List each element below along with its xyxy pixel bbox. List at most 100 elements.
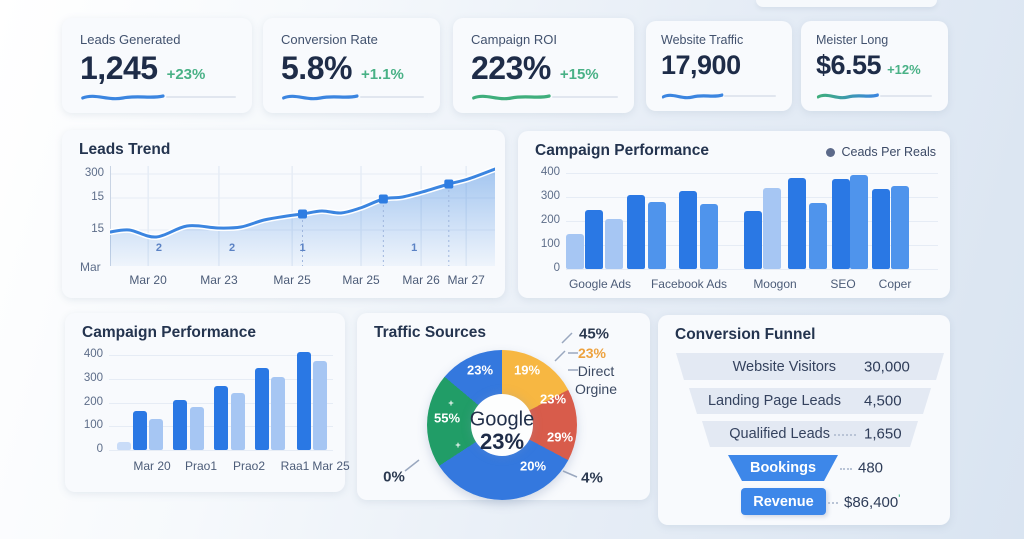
gridline	[109, 379, 333, 380]
bar-light	[149, 418, 163, 450]
y-axis-tick-label: 200	[83, 396, 103, 408]
campaign-performance-bottom-card: Campaign Performance 400 300 200 100 0 Mar 20…	[65, 313, 350, 492]
sparkline-baseline	[359, 96, 424, 98]
kpi-sparkline	[471, 91, 618, 103]
funnel-stage-shape	[676, 353, 944, 380]
funnel-stage-value: 30,000	[864, 358, 910, 375]
funnel-stage-value: 480	[858, 459, 884, 477]
kpi-title: Leads Generated	[80, 32, 181, 47]
y-axis-tick-label: 400	[540, 166, 560, 178]
x-axis-tick-label: Mar 25	[312, 459, 350, 473]
bar-med	[891, 185, 909, 269]
x-axis-tick-label: Mar 20	[129, 273, 167, 287]
sparkline-wave	[661, 93, 724, 100]
leader-dots	[828, 501, 838, 504]
chart-title: Campaign Performance	[535, 142, 709, 159]
kpi-sparkline	[661, 90, 776, 102]
gridline	[109, 355, 333, 356]
campaign-top-plot: 400 300 200 100 0 Google Ads Facebook Ads Moogo…	[518, 131, 950, 298]
y-axis-tick-label: 15	[91, 191, 104, 203]
y-axis-tick-label: 400	[83, 348, 103, 360]
kpi-value: 223%	[471, 50, 551, 86]
partial-card-edge	[756, 0, 937, 7]
kpi-delta: +15%	[559, 66, 599, 83]
traffic-sources-plot: Google 23% 23% 19% 23% 29% 20% 55% + +45% 23% Direc…	[357, 313, 650, 500]
sparkline-baseline	[724, 95, 776, 97]
kpi-value: 17,900	[661, 50, 741, 80]
bar-light	[190, 406, 204, 450]
data-point-marker	[378, 194, 388, 204]
kpi-title: Campaign ROI	[471, 32, 557, 47]
area-chart-svg	[107, 166, 498, 266]
x-axis-tick-label: Mar 27	[447, 273, 485, 287]
y-axis-corner-label: Mar	[80, 260, 101, 274]
kpi-sparkline	[281, 91, 424, 103]
funnel-stage: Landing Page Leads 4,500	[658, 388, 950, 414]
bar-light	[313, 361, 327, 450]
sparkline-wave	[472, 94, 551, 101]
conversion-funnel-plot: Website Visitors 30,000 Landing Page Leads…	[658, 315, 950, 525]
legend-item[interactable]: Ceads Per Reals	[825, 145, 937, 159]
callout-label: Orgine	[574, 381, 618, 397]
kpi-delta: +23%	[166, 66, 206, 83]
y-axis-tick-label: 0	[553, 262, 560, 274]
bar-dark	[173, 399, 187, 450]
kpi-card-campaign-roi: Campaign ROI 223% +15%	[453, 18, 634, 113]
data-point-marker	[444, 179, 454, 189]
y-axis-tick-label: 300	[540, 190, 560, 202]
bar-dark	[788, 177, 806, 269]
point-label: 2	[155, 242, 162, 254]
bar-light	[763, 187, 781, 269]
x-axis-tick-label: Coper	[878, 277, 912, 291]
bar-light	[566, 234, 584, 269]
x-axis-tick-label: Mar 26	[402, 273, 440, 287]
x-axis-tick-label: Mar 20	[133, 459, 171, 473]
kpi-delta: +12%	[887, 62, 921, 77]
funnel-stage-shape	[728, 455, 838, 481]
x-axis-tick-label: Prao2	[232, 459, 266, 473]
leads-trend-plot: 2 2 1 1	[107, 166, 498, 266]
legend-label: Ceads Per Reals	[841, 145, 937, 159]
x-axis-tick-label: Facebook Ads	[650, 277, 728, 291]
slice-label: 55%	[433, 410, 461, 426]
x-axis-tick-label: Mar 25	[342, 273, 380, 287]
sparkle-icon: +	[448, 398, 454, 408]
y-axis-tick-label: 15	[91, 223, 104, 235]
bar-med	[648, 201, 666, 269]
kpi-card-conversion-rate: Conversion Rate 5.8% +1.1%	[263, 18, 440, 113]
funnel-stage-shape	[702, 421, 918, 447]
funnel-stage-value: $86,400'	[844, 492, 901, 511]
kpi-card-website-traffic: Website Traffic 17,900	[646, 21, 792, 111]
gridline	[566, 197, 938, 198]
funnel-stage-value: 1,650	[864, 425, 902, 443]
kpi-delta: +1.1%	[360, 66, 404, 83]
x-axis-tick-label: Prao1	[184, 459, 218, 473]
kpi-value: 5.8%	[281, 50, 352, 86]
bar-dark	[872, 188, 890, 269]
sparkline-baseline	[165, 96, 236, 98]
sparkline-baseline	[551, 96, 618, 98]
x-axis-tick-label: Moogon	[753, 277, 797, 291]
sparkline-baseline	[879, 95, 932, 97]
slice-label: 23%	[466, 362, 494, 378]
donut-center-value: 23%	[479, 429, 525, 454]
callout-label: 23%	[577, 345, 607, 361]
gridline	[566, 269, 938, 270]
slice-label: 23%	[539, 391, 567, 407]
callout-label: Direct	[577, 363, 615, 379]
leads-trend-card: Leads Trend 2 2 1 1 300 15 15 Mar Mar 20 Mar 23 M…	[62, 130, 505, 298]
slice-label: 29%	[546, 429, 574, 445]
data-point-marker	[298, 209, 307, 219]
kpi-value: 1,245	[80, 50, 158, 86]
traffic-sources-card: Traffic Sources Google 23% 23% 19% 23% 29% 20%…	[357, 313, 650, 500]
x-axis-tick-label: Google Ads	[568, 277, 632, 291]
donut-center-label: Google	[469, 408, 535, 431]
bar-dark	[214, 386, 228, 450]
leader-dots	[834, 434, 856, 436]
funnel-stage-label: Website Visitors	[732, 358, 836, 375]
point-label: 2	[228, 242, 236, 254]
y-axis-tick-label: 0	[96, 443, 103, 455]
bar-light	[231, 392, 245, 450]
funnel-stage: Revenue $86,400'	[658, 488, 950, 515]
bar-light	[271, 377, 285, 450]
